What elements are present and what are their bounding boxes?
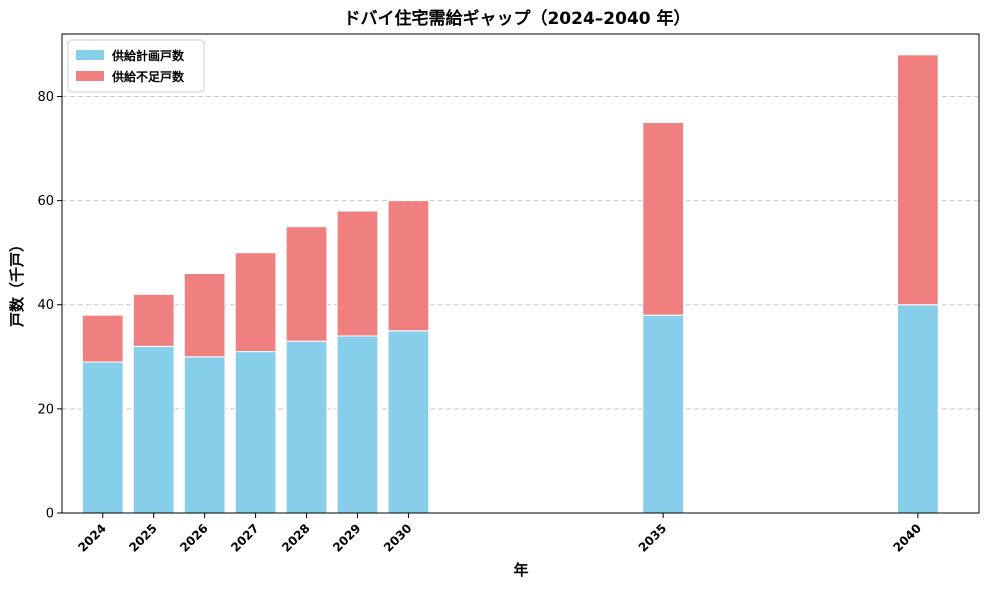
plot-frame bbox=[61, 33, 980, 514]
legend-box bbox=[67, 39, 205, 93]
bar bbox=[285, 340, 328, 514]
x-tick-label: 2028 bbox=[279, 521, 313, 555]
y-tick-label: 40 bbox=[37, 298, 54, 313]
x-tick-label: 2024 bbox=[75, 521, 109, 555]
bar bbox=[183, 273, 226, 358]
x-tick-label: 2035 bbox=[636, 521, 670, 555]
legend-swatch bbox=[76, 71, 104, 81]
bar bbox=[642, 314, 685, 514]
y-axis-ticks: 0 20 40 60 80 bbox=[37, 90, 62, 522]
bar bbox=[387, 330, 430, 514]
bar bbox=[183, 356, 226, 514]
x-tick-label: 2029 bbox=[330, 521, 364, 555]
legend-label: 供給計画戸数 bbox=[111, 48, 185, 63]
chart-title: ドバイ住宅需給ギャップ（2024–2040 年） bbox=[343, 8, 690, 29]
bar bbox=[336, 335, 379, 514]
y-tick-label: 60 bbox=[37, 194, 54, 209]
legend-swatch bbox=[76, 50, 104, 60]
bar bbox=[234, 351, 277, 514]
y-tick-label: 80 bbox=[37, 90, 54, 105]
bar bbox=[132, 293, 175, 347]
bar bbox=[896, 54, 939, 306]
y-axis-label: 戸数（千戸） bbox=[8, 237, 26, 327]
legend-label: 供給不足戸数 bbox=[111, 69, 185, 84]
x-tick-label: 2027 bbox=[228, 521, 262, 555]
bar bbox=[642, 122, 685, 316]
bar bbox=[132, 345, 175, 514]
y-tick-label: 0 bbox=[46, 507, 54, 522]
x-tick-label: 2040 bbox=[890, 521, 924, 555]
bar bbox=[387, 200, 430, 332]
x-tick-label: 2025 bbox=[126, 521, 160, 555]
y-tick-label: 20 bbox=[37, 402, 54, 417]
bar bbox=[285, 226, 328, 342]
bars bbox=[81, 54, 939, 514]
x-axis-ticks: 2024 2025 2026 2027 2028 2029 2030 2035 2040 bbox=[75, 513, 924, 555]
x-tick-label: 2030 bbox=[381, 521, 415, 555]
x-tick-label: 2026 bbox=[177, 521, 211, 555]
bar bbox=[81, 361, 124, 514]
bar bbox=[81, 314, 124, 363]
bar bbox=[336, 210, 379, 337]
bar bbox=[234, 252, 277, 353]
bar bbox=[896, 304, 939, 514]
x-axis-label: 年 bbox=[513, 561, 528, 579]
